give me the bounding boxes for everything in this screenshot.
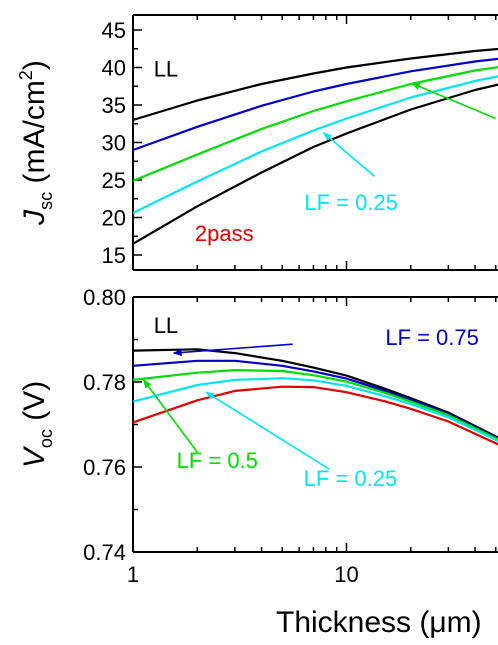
- annotation-arrow: [172, 343, 293, 357]
- series-line: [133, 75, 498, 214]
- series-line: [133, 359, 498, 440]
- series-line: [133, 83, 498, 245]
- annotation-arrow: [322, 132, 375, 177]
- y-tick-label: 40: [102, 56, 126, 81]
- annotation-arrow: [142, 379, 198, 453]
- series-annotation-label: LF = 0.75: [385, 325, 479, 350]
- series-annotation-label: LL: [154, 313, 178, 338]
- y-axis-label-unit: (V): [18, 381, 51, 429]
- series-annotation-label: LF = 0.5: [177, 448, 258, 473]
- series-group: [133, 47, 498, 245]
- series-line: [133, 369, 498, 441]
- y-axis-label-var: J: [18, 209, 51, 226]
- y-tick-label: 0.76: [83, 455, 126, 480]
- annotation-arrow: [410, 82, 497, 120]
- y-axis-label: Jsc (mA/cm2): [16, 60, 56, 226]
- y-tick-label: 0.80: [83, 285, 126, 310]
- y-tick-label: 15: [102, 243, 126, 268]
- y-tick-label: 35: [102, 93, 126, 118]
- x-axis-label-text: Thickness (: [276, 606, 429, 639]
- series-annotation-label: LF = 0.25: [304, 466, 398, 491]
- y-tick-label: 45: [102, 18, 126, 43]
- y-tick-label: 0.78: [83, 370, 126, 395]
- series-line: [133, 57, 498, 152]
- y-axis-label-sup: 2: [16, 70, 36, 80]
- y-tick-label: 25: [102, 168, 126, 193]
- annotation-arrow: [205, 391, 330, 470]
- x-axis-label-unit: m): [447, 606, 482, 639]
- series-line: [133, 47, 498, 122]
- series-annotation-label: 2pass: [195, 221, 254, 246]
- y-axis-label-var: V: [18, 445, 51, 468]
- series-line: [133, 66, 498, 182]
- y-tick-label: 0.74: [83, 540, 126, 565]
- series-annotation-label: LF = 0.25: [304, 190, 398, 215]
- y-axis-label-sub: sc: [36, 192, 56, 210]
- y-axis-label: Voc (V): [18, 381, 56, 468]
- y-axis-label-sub: oc: [36, 429, 56, 448]
- series-line: [133, 377, 498, 443]
- x-axis-label-mu: μ: [429, 606, 446, 639]
- x-tick-label: 10: [334, 562, 358, 587]
- y-axis-label-unit: (mA/cm: [18, 80, 51, 192]
- series-annotation-label: LL: [154, 57, 178, 82]
- x-tick-label: 1: [127, 562, 139, 587]
- series-line: [133, 385, 498, 446]
- series-group: [133, 348, 498, 446]
- series-line: [133, 348, 498, 439]
- y-tick-label: 20: [102, 206, 126, 231]
- y-axis-label-close: ): [18, 60, 51, 70]
- x-axis-label: Thickness (μm): [276, 606, 482, 639]
- y-tick-label: 30: [102, 131, 126, 156]
